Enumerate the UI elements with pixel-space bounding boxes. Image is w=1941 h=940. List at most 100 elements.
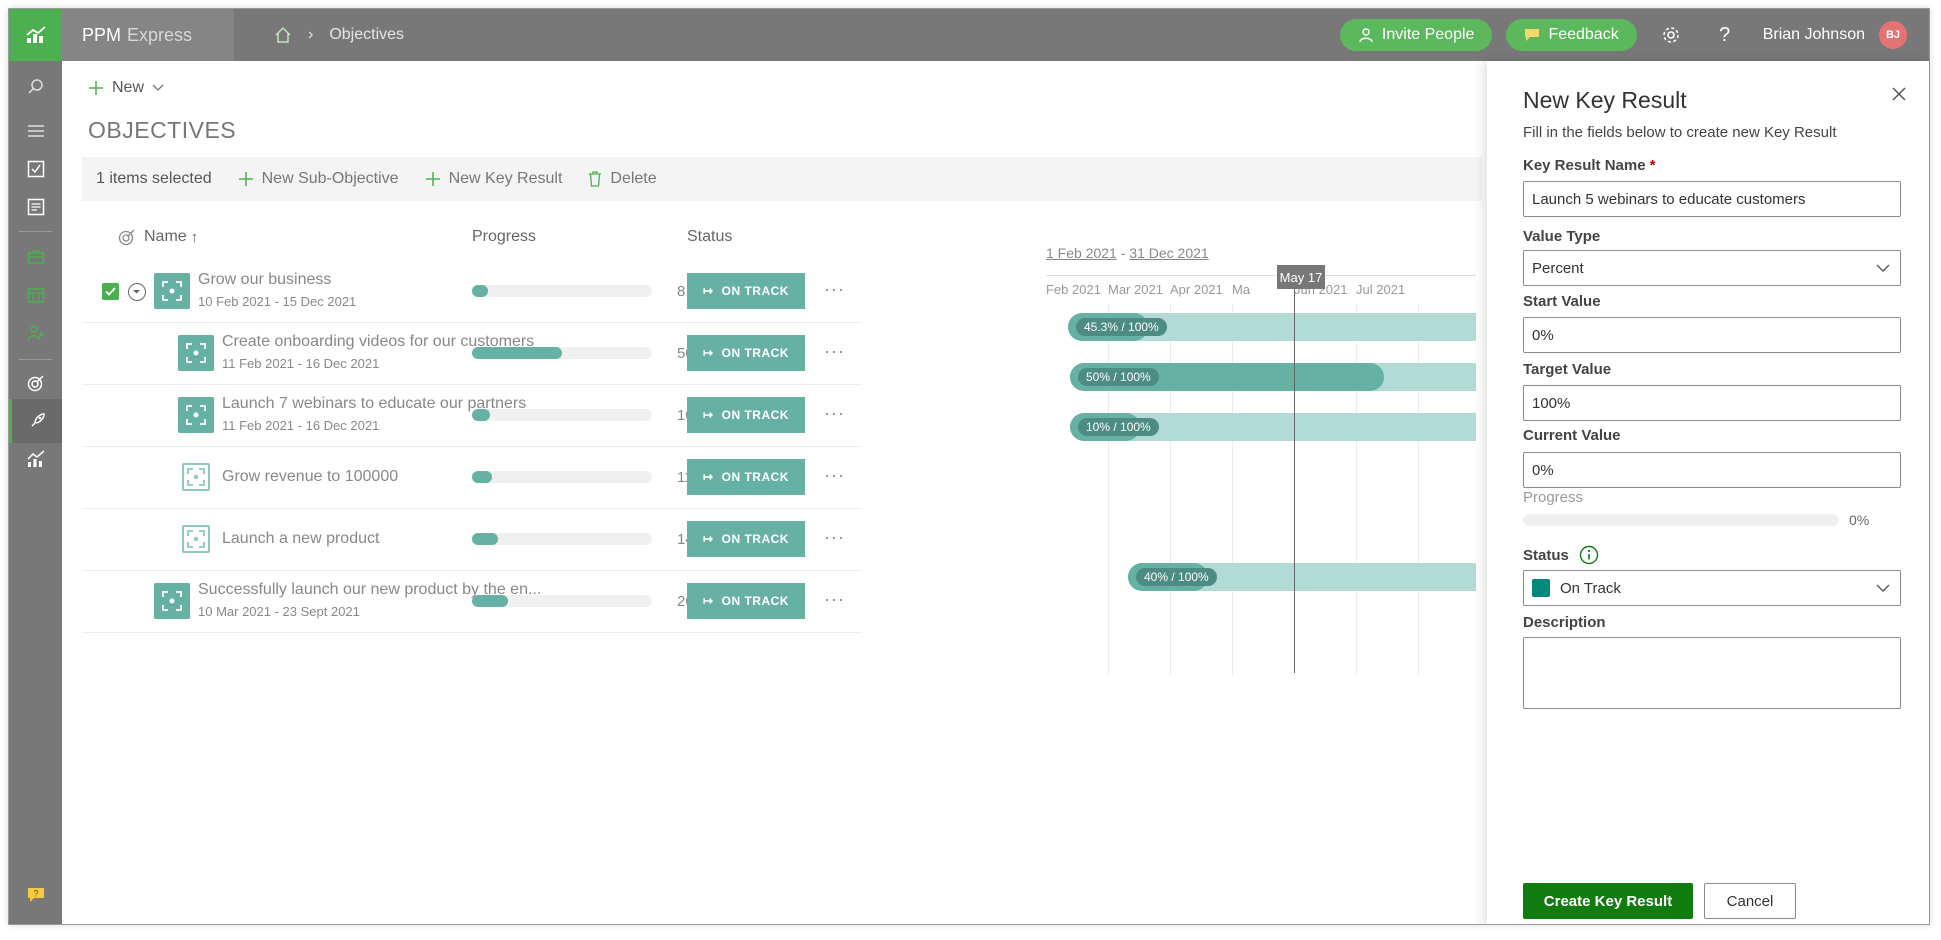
info-icon[interactable] (1579, 545, 1599, 565)
new-key-result-button[interactable]: New Key Result (425, 170, 563, 188)
progress-value: 0% (1849, 512, 1870, 528)
row-name[interactable]: Create onboarding videos for our custome… (222, 333, 535, 350)
settings-button[interactable] (1651, 15, 1691, 55)
create-key-result-button[interactable]: Create Key Result (1523, 883, 1693, 919)
hamburger-icon (27, 125, 44, 137)
status-badge[interactable]: ↦ ON TRACK (687, 459, 805, 495)
app-logo[interactable] (9, 9, 62, 61)
column-header-progress[interactable]: Progress (472, 213, 536, 261)
table-row[interactable]: Grow revenue to 100000 11.3% ↦ON TRACK ·… (82, 447, 862, 509)
description-textarea[interactable] (1523, 637, 1901, 709)
status-badge[interactable]: ↦ ON TRACK (687, 273, 805, 309)
expand-toggle[interactable] (128, 283, 146, 301)
objective-icon (154, 273, 190, 309)
invite-people-button[interactable]: Invite People (1339, 19, 1493, 51)
row-name[interactable]: Launch a new product (222, 530, 380, 547)
app-name-main: PPM (82, 24, 122, 45)
app-name[interactable]: PPM Express (62, 9, 234, 61)
timeline-bar[interactable]: 10% / 100% (1070, 413, 1476, 441)
new-sub-objective-button[interactable]: New Sub-Objective (238, 170, 399, 188)
nav-tasks[interactable] (9, 147, 62, 191)
more-options-button[interactable]: ··· (824, 279, 845, 299)
arrow-right-icon: ↦ (703, 284, 714, 298)
progress-bar (472, 471, 652, 483)
delete-label: Delete (610, 170, 657, 187)
row-checkbox[interactable] (102, 283, 119, 300)
feedback-button[interactable]: Feedback (1506, 19, 1637, 51)
focus-target-icon (186, 343, 206, 363)
home-icon[interactable] (274, 26, 292, 44)
table-row[interactable]: Launch a new product 14.3% ↦ON TRACK ··· (82, 509, 862, 571)
target-value-input[interactable] (1523, 385, 1901, 421)
timeline-bar[interactable]: 45.3% / 100% (1068, 313, 1476, 341)
status-badge[interactable]: ↦ ON TRACK (687, 397, 805, 433)
current-value-input[interactable] (1523, 452, 1901, 488)
objective-icon (154, 583, 190, 619)
row-name[interactable]: Grow revenue to 100000 (222, 468, 399, 485)
timeline-month: Ma (1232, 282, 1251, 297)
chevron-down-icon (152, 84, 164, 91)
new-sub-objective-label: New Sub-Objective (261, 170, 399, 187)
user-name[interactable]: Brian Johnson (1762, 26, 1865, 43)
progress-fill (472, 533, 498, 545)
timeline-range[interactable]: 1 Feb 2021 - 31 Dec 2021 (1046, 245, 1209, 261)
status-badge[interactable]: ↦ ON TRACK (687, 335, 805, 371)
target-icon (118, 229, 135, 246)
row-name[interactable]: Successfully launch our new product by t… (198, 581, 542, 598)
briefcase-icon (27, 250, 44, 264)
chevron-down-icon (1876, 584, 1890, 592)
table-row[interactable]: Successfully launch our new product by t… (82, 571, 862, 633)
row-name[interactable]: Grow our business (198, 271, 332, 288)
table-row[interactable]: Grow our business 10 Feb 2021 - 15 Dec 2… (82, 261, 862, 323)
nav-portfolio[interactable] (9, 235, 62, 279)
nav-dashboards[interactable] (9, 437, 62, 481)
help-button[interactable]: ? (1705, 15, 1745, 55)
nav-help[interactable]: ? (9, 873, 62, 917)
timeline-range-start[interactable]: 1 Feb 2021 (1046, 245, 1117, 261)
nav-resources[interactable] (9, 311, 62, 355)
more-options-button[interactable]: ··· (824, 403, 845, 423)
today-marker-label: May 17 (1277, 265, 1325, 289)
key-result-name-input[interactable] (1523, 181, 1901, 217)
new-dropdown-button[interactable]: New (88, 79, 164, 97)
nav-divider (19, 231, 52, 232)
status-color-swatch (1532, 579, 1550, 597)
status-label: ON TRACK (721, 346, 789, 360)
nav-objectives[interactable] (9, 399, 62, 443)
value-type-select[interactable]: Percent (1523, 250, 1901, 286)
more-options-button[interactable]: ··· (824, 527, 845, 547)
new-key-result-label: New Key Result (448, 170, 563, 187)
delete-button[interactable]: Delete (588, 170, 657, 188)
more-options-button[interactable]: ··· (824, 589, 845, 609)
column-header-status[interactable]: Status (687, 213, 732, 261)
nav-menu[interactable] (9, 109, 62, 153)
arrow-right-icon: ↦ (703, 408, 714, 422)
description-label: Description (1523, 614, 1606, 631)
start-value-input[interactable] (1523, 317, 1901, 353)
close-button[interactable] (1891, 81, 1907, 109)
row-name[interactable]: Launch 7 webinars to educate our partner… (222, 395, 527, 412)
status-badge[interactable]: ↦ ON TRACK (687, 583, 805, 619)
timeline-bar[interactable]: 40% / 100% (1128, 563, 1476, 591)
cancel-button[interactable]: Cancel (1704, 883, 1796, 919)
table-row[interactable]: Launch 7 webinars to educate our partner… (82, 385, 862, 447)
timeline: 1 Feb 2021 - 31 Dec 2021 Feb 2021 Mar 20… (1046, 245, 1476, 675)
top-bar: PPM Express › Objectives Invite People F… (9, 9, 1929, 61)
more-options-button[interactable]: ··· (824, 465, 845, 485)
progress-label: Progress (1523, 489, 1584, 506)
column-header-name[interactable]: Name ↑ (118, 213, 198, 261)
timeline-bar[interactable]: 50% / 100% (1070, 363, 1476, 391)
nav-reports[interactable] (9, 185, 62, 229)
timeline-range-end[interactable]: 31 Dec 2021 (1129, 245, 1209, 261)
nav-goals[interactable] (9, 361, 62, 405)
avatar[interactable]: BJ (1879, 21, 1907, 49)
progress-fill (472, 595, 508, 607)
nav-search[interactable] (9, 65, 62, 109)
status-badge[interactable]: ↦ ON TRACK (687, 521, 805, 557)
more-options-button[interactable]: ··· (824, 341, 845, 361)
status-select[interactable]: On Track (1523, 570, 1901, 606)
status-label: ON TRACK (721, 284, 789, 298)
nav-calendar[interactable] (9, 273, 62, 317)
table-row[interactable]: Create onboarding videos for our custome… (82, 323, 862, 385)
timeline-gridline (1232, 303, 1233, 675)
